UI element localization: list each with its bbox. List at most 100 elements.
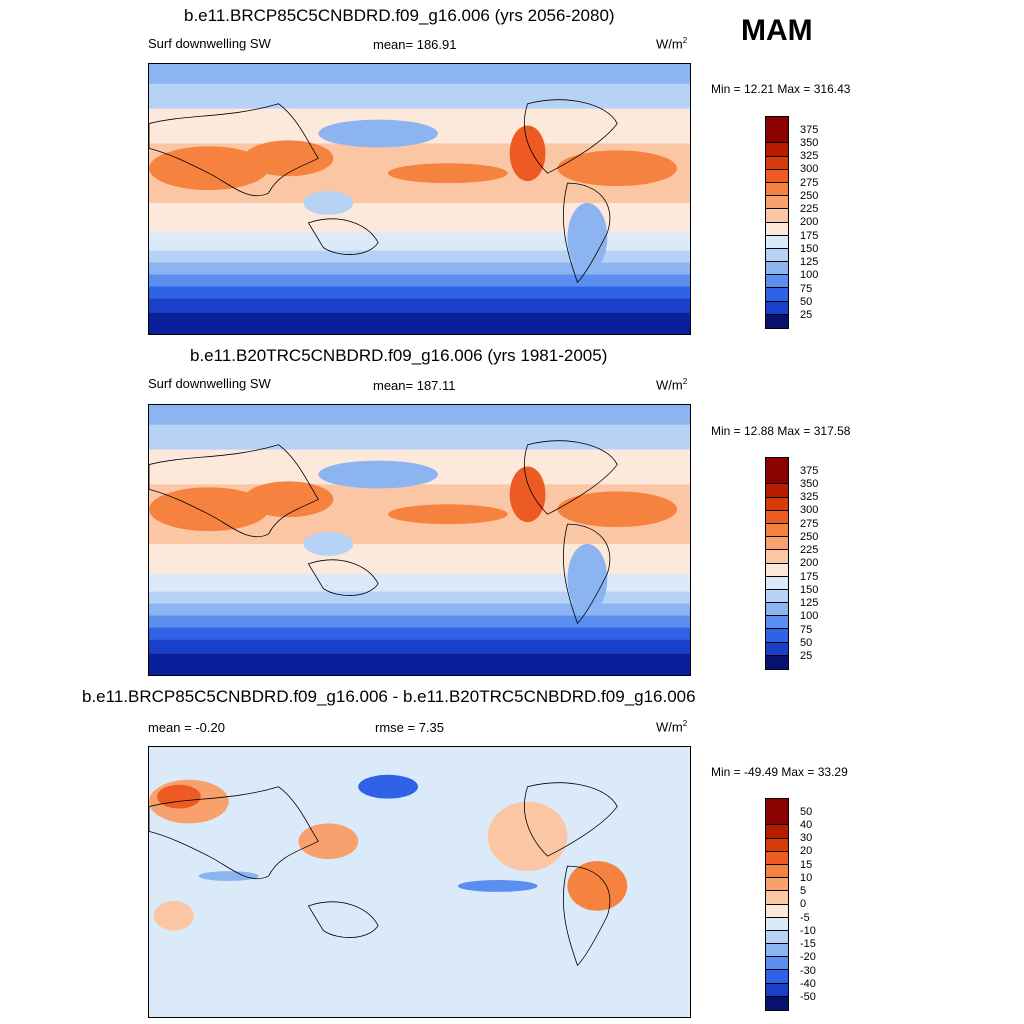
panel2-map-field bbox=[149, 405, 690, 675]
panel2-colorbar-label: 300 bbox=[800, 504, 819, 516]
panel2-mean: mean= 187.11 bbox=[373, 378, 456, 393]
colorbar-box bbox=[766, 288, 788, 302]
panel1-colorbar-label: 375 bbox=[800, 124, 819, 136]
colorbar-box bbox=[766, 576, 788, 590]
panel3-colorbar-label: 10 bbox=[800, 872, 813, 884]
panel2-colorbar-label: 75 bbox=[800, 624, 813, 636]
colorbar-box bbox=[766, 117, 788, 144]
panel1-minmax: Min = 12.21 Max = 316.43 bbox=[711, 82, 851, 96]
panel3-colorbar-label: -15 bbox=[800, 938, 816, 950]
colorbar-box bbox=[766, 629, 788, 643]
panel2-colorbar-label: 350 bbox=[800, 478, 819, 490]
colorbar-box bbox=[766, 550, 788, 564]
panel1-colorbar-label: 225 bbox=[800, 203, 819, 215]
colorbar-box bbox=[766, 642, 788, 656]
panel2-colorbar-label: 150 bbox=[800, 584, 819, 596]
panel1-mean: mean= 186.91 bbox=[373, 37, 457, 52]
colorbar-box bbox=[766, 930, 788, 945]
panel3-colorbar-label: 15 bbox=[800, 859, 813, 871]
panel2-colorbar-label: 200 bbox=[800, 557, 819, 569]
colorbar-box bbox=[766, 523, 788, 538]
colorbar-box bbox=[766, 616, 788, 630]
panel1-colorbar-label: 75 bbox=[800, 283, 813, 295]
panel3-colorbar-label: -20 bbox=[800, 951, 816, 963]
panel3-colorbar-label: 30 bbox=[800, 832, 813, 844]
colorbar-box bbox=[766, 904, 788, 918]
colorbar-box bbox=[766, 825, 788, 839]
panel2-colorbar-label: 225 bbox=[800, 544, 819, 556]
colorbar-box bbox=[766, 838, 788, 852]
panel3-colorbar-label: 50 bbox=[800, 806, 813, 818]
colorbar-box bbox=[766, 196, 788, 210]
panel1-colorbar-label: 100 bbox=[800, 269, 819, 281]
panel1-title: b.e11.BRCP85C5CNBDRD.f09_g16.006 (yrs 20… bbox=[184, 6, 615, 25]
panel1-colorbar-label: 125 bbox=[800, 256, 819, 268]
panel3-title: b.e11.BRCP85C5CNBDRD.f09_g16.006 - b.e11… bbox=[82, 687, 696, 706]
colorbar-box bbox=[766, 864, 788, 879]
colorbar-box bbox=[766, 878, 788, 892]
colorbar-box bbox=[766, 497, 788, 511]
panel3-colorbar bbox=[765, 798, 789, 1011]
panel1-colorbar-label: 350 bbox=[800, 137, 819, 149]
panel2-colorbar-label: 100 bbox=[800, 610, 819, 622]
panel2-title: b.e11.B20TRC5CNBDRD.f09_g16.006 (yrs 198… bbox=[190, 346, 608, 365]
panel3-colorbar-label: -30 bbox=[800, 965, 816, 977]
panel1-map bbox=[148, 63, 691, 335]
colorbar-box bbox=[766, 917, 788, 931]
panel2-colorbar-label: 125 bbox=[800, 597, 819, 609]
colorbar-box bbox=[766, 484, 788, 498]
panel3-colorbar-label: 20 bbox=[800, 845, 813, 857]
colorbar-box bbox=[766, 156, 788, 170]
colorbar-box bbox=[766, 983, 788, 997]
season-label: MAM bbox=[741, 14, 813, 47]
colorbar-box bbox=[766, 970, 788, 984]
panel1-colorbar-label: 175 bbox=[800, 230, 819, 242]
panel2-colorbar-label: 325 bbox=[800, 491, 819, 503]
panel1-colorbar-label: 250 bbox=[800, 190, 819, 202]
panel2-colorbar-label: 275 bbox=[800, 518, 819, 530]
panel3-map-field bbox=[149, 747, 690, 1017]
panel2-colorbar-label: 25 bbox=[800, 650, 813, 662]
colorbar-box bbox=[766, 603, 788, 617]
panel1-colorbar-label: 275 bbox=[800, 177, 819, 189]
panel1-colorbar-label: 200 bbox=[800, 216, 819, 228]
panel1-variable-label: Surf downwelling SW bbox=[148, 36, 271, 51]
panel1-colorbar-label: 25 bbox=[800, 309, 813, 321]
panel2-map bbox=[148, 404, 691, 676]
colorbar-box bbox=[766, 143, 788, 157]
colorbar-box bbox=[766, 301, 788, 315]
colorbar-box bbox=[766, 248, 788, 263]
colorbar-box bbox=[766, 314, 788, 328]
colorbar-box bbox=[766, 458, 788, 485]
panel3-colorbar-label: -50 bbox=[800, 991, 816, 1003]
panel2-minmax: Min = 12.88 Max = 317.58 bbox=[711, 424, 851, 438]
colorbar-box bbox=[766, 222, 788, 236]
colorbar-box bbox=[766, 891, 788, 905]
colorbar-box bbox=[766, 537, 788, 551]
panel3-units: W/m2 bbox=[656, 719, 688, 735]
panel1-colorbar-label: 50 bbox=[800, 296, 813, 308]
panel1-units: W/m2 bbox=[656, 36, 688, 52]
colorbar-box bbox=[766, 169, 788, 183]
panel3-rmse: rmse = 7.35 bbox=[375, 720, 445, 735]
panel3-mean: mean = -0.20 bbox=[148, 720, 225, 735]
colorbar-box bbox=[766, 275, 788, 289]
colorbar-box bbox=[766, 996, 788, 1010]
colorbar-box bbox=[766, 182, 788, 197]
panel3-minmax: Min = -49.49 Max = 33.29 bbox=[711, 765, 848, 779]
panel1-colorbar bbox=[765, 116, 789, 329]
panel3-colorbar-label: 40 bbox=[800, 819, 813, 831]
colorbar-box bbox=[766, 944, 788, 958]
colorbar-box bbox=[766, 851, 788, 865]
colorbar-box bbox=[766, 563, 788, 577]
panel2-variable-label: Surf downwelling SW bbox=[148, 376, 271, 391]
panel3-colorbar-label: 0 bbox=[800, 898, 807, 910]
panel2-colorbar bbox=[765, 457, 789, 670]
panel2-colorbar-label: 175 bbox=[800, 571, 819, 583]
panel3-colorbar-label: 5 bbox=[800, 885, 807, 897]
colorbar-box bbox=[766, 209, 788, 223]
panel1-colorbar-label: 300 bbox=[800, 163, 819, 175]
colorbar-box bbox=[766, 655, 788, 669]
colorbar-box bbox=[766, 589, 788, 604]
colorbar-box bbox=[766, 510, 788, 524]
